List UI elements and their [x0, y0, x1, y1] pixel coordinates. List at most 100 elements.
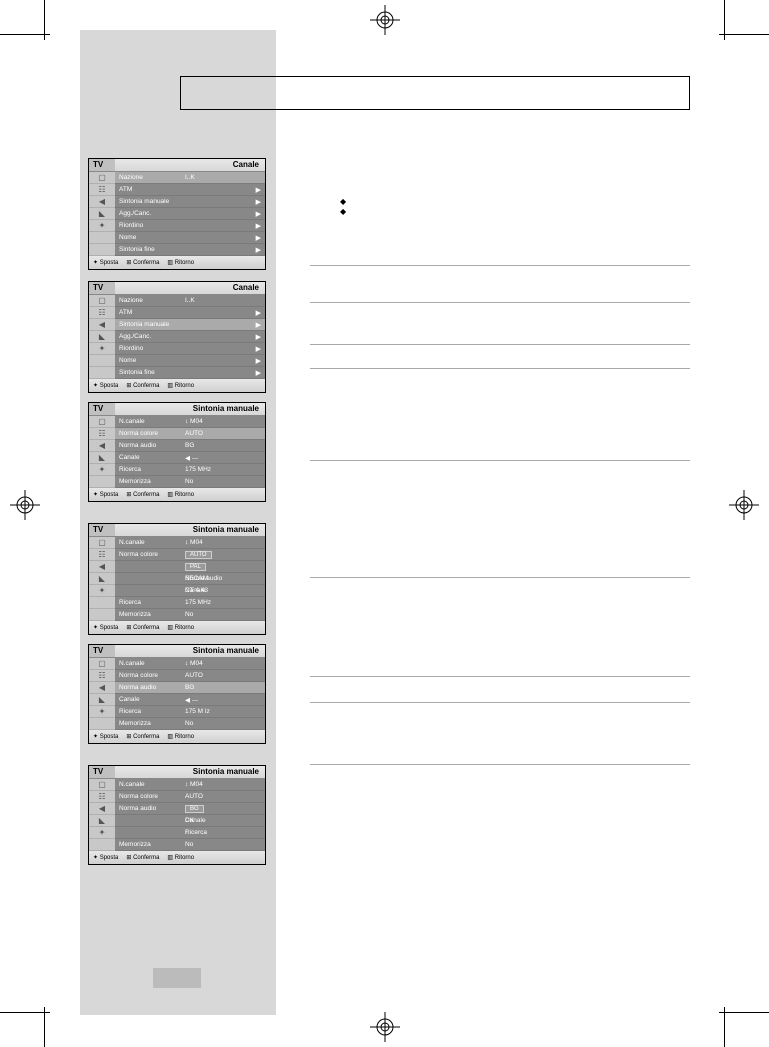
menu-row[interactable]: Norma audioBG — [115, 440, 265, 452]
menu-row[interactable]: Nome▶ — [115, 232, 265, 244]
menu-footer-hint: ✦ Sposta — [93, 733, 118, 740]
menu-row[interactable]: MemorizzaNo — [115, 609, 265, 621]
menu-footer-hint: ▥ Ritorno — [167, 259, 194, 266]
menu-row-value: 175 MHz — [185, 599, 211, 606]
menu-row[interactable]: Sintonia fine▶ — [115, 244, 265, 256]
menu-footer-hint: ✦ Sposta — [93, 624, 118, 631]
menu-row[interactable]: Norma coloreAUTO — [115, 428, 265, 440]
menu-row[interactable]: Sintonia manuale▶ — [115, 319, 265, 331]
menu-side-icon: ✦ — [89, 343, 115, 355]
menu-side-icon: ☷ — [89, 184, 115, 196]
menu-row-value: AUTO — [185, 430, 203, 437]
menu-row[interactable]: Riordino ▶ — [115, 220, 265, 232]
menu-row-value: PAL — [185, 563, 206, 571]
menu-row[interactable]: Norma coloreAUTO — [115, 791, 265, 803]
separator-line — [310, 764, 690, 765]
menu-footer-hint: ▥ Ritorno — [167, 624, 194, 631]
menu-row[interactable]: Sintonia fine▶ — [115, 367, 265, 379]
menu-footer-hint: ▥ Ritorno — [167, 491, 194, 498]
menu-row[interactable]: RicercaI — [115, 827, 265, 839]
menu-row-label: Nazione — [119, 174, 143, 181]
menu-side-icon: ◣ — [89, 573, 115, 585]
menu-row[interactable]: Canale◀ --- — [115, 452, 265, 464]
menu-row[interactable]: NazioneI..K — [115, 295, 265, 307]
registration-mark-top — [370, 5, 400, 35]
menu-row[interactable]: N.canale↕ M04 — [115, 537, 265, 549]
menu-row[interactable]: Ricerca175 MHz — [115, 464, 265, 476]
menu-row-label: Norma colore — [119, 551, 158, 558]
registration-mark-bottom — [370, 1012, 400, 1042]
menu-row[interactable]: MemorizzaNo — [115, 718, 265, 730]
menu-side-icon: ◣ — [89, 815, 115, 827]
menu-row-label: Riordino — [119, 345, 143, 352]
menu-row-label: Norma audio — [119, 684, 156, 691]
menu-row[interactable]: Ricerca 175 MHz — [115, 597, 265, 609]
menu-row[interactable]: Norma audioBG — [115, 803, 265, 815]
menu-footer-hint: ▥ Ritorno — [167, 382, 194, 389]
registration-mark-left — [10, 490, 40, 520]
menu-row[interactable]: Agg./Canc.▶ — [115, 208, 265, 220]
menu-row-value: No — [185, 841, 193, 848]
tv-menu: TVCanale▢☷◀◣✦NazioneI..KATM▶Sintonia man… — [88, 281, 266, 393]
menu-row[interactable]: Ricerca175 M Iz — [115, 706, 265, 718]
menu-footer-hint: ▥ Ritorno — [167, 733, 194, 740]
tv-menu: TVSintonia manuale▢☷◀◣✦N.canale↕ M04Norm… — [88, 402, 266, 502]
menu-row[interactable]: PAL — [115, 561, 265, 573]
menu-row[interactable]: Norma coloreAUTO — [115, 670, 265, 682]
chevron-right-icon: ▶ — [256, 369, 261, 377]
menu-title: Sintonia manuale — [115, 645, 265, 657]
bullet-item — [340, 196, 352, 206]
menu-row-value: AUTO — [185, 672, 203, 679]
menu-row[interactable]: Nazione I..K — [115, 172, 265, 184]
menu-row-label: Memorizza — [119, 611, 151, 618]
menu-side-icon: ◀ — [89, 803, 115, 815]
menu-row-label: Nome — [119, 357, 136, 364]
menu-row[interactable]: ATM▶ — [115, 184, 265, 196]
menu-side-icon: ✦ — [89, 220, 115, 232]
menu-row-label: Ricerca — [119, 599, 141, 606]
menu-side-icon: ◣ — [89, 694, 115, 706]
menu-side-icon: ☷ — [89, 549, 115, 561]
menu-row-value: I..K — [185, 174, 195, 181]
menu-row[interactable]: Nome ▶ — [115, 355, 265, 367]
menu-tv-label: TV — [89, 645, 115, 657]
chevron-right-icon: ▶ — [256, 345, 261, 353]
menu-row[interactable]: MemorizzaNo — [115, 476, 265, 488]
menu-row[interactable]: Agg./Canc.▶ — [115, 331, 265, 343]
menu-row[interactable]: Canale◀ --- — [115, 694, 265, 706]
menu-side-icon: ☷ — [89, 307, 115, 319]
menu-row[interactable]: N.canale↕ M04 — [115, 416, 265, 428]
menu-row[interactable]: ATM▶ — [115, 307, 265, 319]
menu-row-label: Nome — [119, 234, 136, 241]
separator-line — [310, 265, 690, 266]
menu-row[interactable]: CanaleNT 4.43 — [115, 585, 265, 597]
menu-row[interactable]: CanaleDK — [115, 815, 265, 827]
chevron-right-icon: ▶ — [256, 198, 261, 206]
menu-row[interactable]: Sintonia manuale▶ — [115, 196, 265, 208]
chevron-right-icon: ▶ — [256, 357, 261, 365]
menu-row[interactable]: Norma audio BG — [115, 682, 265, 694]
menu-row[interactable]: MemorizzaNo — [115, 839, 265, 851]
menu-row[interactable]: N.canale↕ M04 — [115, 779, 265, 791]
menu-side-icon: ▢ — [89, 416, 115, 428]
menu-row[interactable]: N.canale↕ M04 — [115, 658, 265, 670]
menu-side-icon: ◣ — [89, 452, 115, 464]
tv-menu: TVSintonia manuale▢☷◀◣✦N.canale↕ M04Norm… — [88, 644, 266, 744]
page-number-box — [153, 968, 201, 988]
menu-row-label: Norma colore — [119, 793, 158, 800]
menu-side-icon: ▢ — [89, 658, 115, 670]
menu-row-label: ATM — [119, 186, 132, 193]
menu-row-label: Riordino — [119, 222, 143, 229]
tv-menu: TVCanale▢☷◀◣✦NazioneI..KATM▶Sintonia man… — [88, 158, 266, 270]
menu-row[interactable]: Riordino ▶ — [115, 343, 265, 355]
menu-row-label: Agg./Canc. — [119, 333, 151, 340]
menu-row[interactable]: Norma audioSECAM — [115, 573, 265, 585]
menu-side-icon: ✦ — [89, 827, 115, 839]
menu-row[interactable]: Norma coloreAUTO — [115, 549, 265, 561]
chevron-right-icon: ▶ — [256, 222, 261, 230]
menu-row-label: Memorizza — [119, 478, 151, 485]
menu-row-value: BG — [185, 684, 194, 691]
menu-row-value: SECAM — [185, 575, 208, 582]
menu-side-icon: ▢ — [89, 537, 115, 549]
menu-footer-hint: ✦ Sposta — [93, 854, 118, 861]
